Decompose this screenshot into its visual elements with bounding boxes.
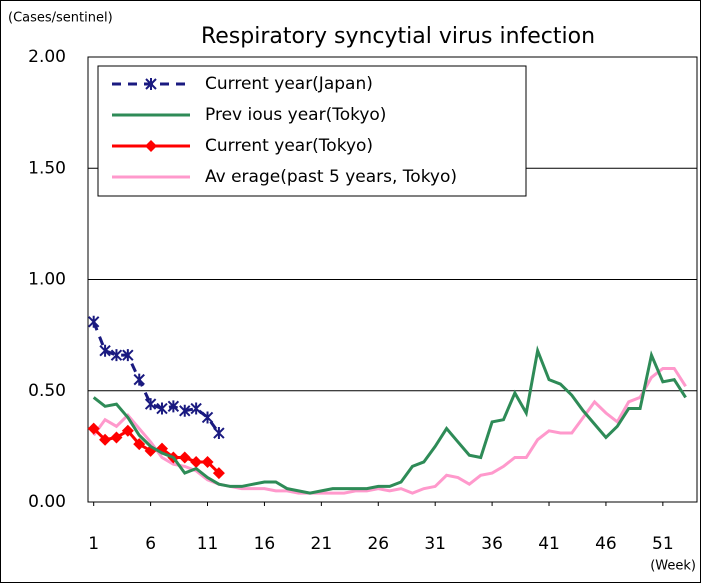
legend-box xyxy=(97,65,527,197)
point xyxy=(144,398,157,411)
x-tick-label: 6 xyxy=(145,534,156,554)
y-tick-label: 2.00 xyxy=(28,47,66,67)
point xyxy=(201,455,214,468)
legend-label: Current year(Tokyo) xyxy=(205,136,373,156)
chart-title: Respiratory syncytial virus infection xyxy=(201,24,595,49)
y-tick-label: 0.50 xyxy=(28,381,66,401)
x-tick-label: 46 xyxy=(595,534,617,554)
y-axis-title: (Cases/sentinel) xyxy=(8,11,113,26)
x-tick-label: 31 xyxy=(424,534,446,554)
legend-marker-shape xyxy=(145,140,157,152)
point xyxy=(121,424,134,437)
y-tick-label: 0.00 xyxy=(28,492,66,512)
x-tick-label: 1 xyxy=(88,534,99,554)
legend: Current year(Japan) Prev ious year(Tokyo)… xyxy=(97,65,527,197)
x-tick-label: 21 xyxy=(311,534,333,554)
point xyxy=(133,373,145,386)
y-tick-label: 1.50 xyxy=(28,158,66,178)
series-line xyxy=(92,321,221,434)
point xyxy=(213,427,225,440)
point xyxy=(212,467,225,480)
point xyxy=(99,433,112,446)
legend-label: Prev ious year(Tokyo) xyxy=(205,105,386,125)
point xyxy=(190,402,202,415)
x-axis-title: (Week) xyxy=(650,559,696,574)
legend-label: Av erage(past 5 years, Tokyo) xyxy=(205,167,457,187)
point xyxy=(190,455,203,468)
legend-label: Current year(Japan) xyxy=(205,74,373,94)
legend-marker-shape xyxy=(145,78,157,90)
point xyxy=(99,344,111,357)
x-tick-label: 41 xyxy=(538,534,560,554)
point xyxy=(122,349,134,362)
x-tick-label: 11 xyxy=(197,534,219,554)
x-tick-label: 26 xyxy=(367,534,389,554)
legend-marker xyxy=(145,140,157,152)
y-tick-label: 1.00 xyxy=(28,270,66,290)
point xyxy=(167,400,180,413)
point xyxy=(179,404,191,417)
point xyxy=(201,411,214,424)
point xyxy=(110,349,123,362)
legend-marker xyxy=(145,78,157,90)
point xyxy=(178,451,191,464)
point xyxy=(110,431,123,444)
series-line xyxy=(92,345,687,495)
point xyxy=(133,438,146,451)
x-tick-label: 36 xyxy=(481,534,503,554)
point xyxy=(156,402,168,415)
point xyxy=(87,315,100,328)
point xyxy=(87,422,100,435)
x-tick-label: 16 xyxy=(254,534,276,554)
x-tick-label: 51 xyxy=(652,534,674,554)
